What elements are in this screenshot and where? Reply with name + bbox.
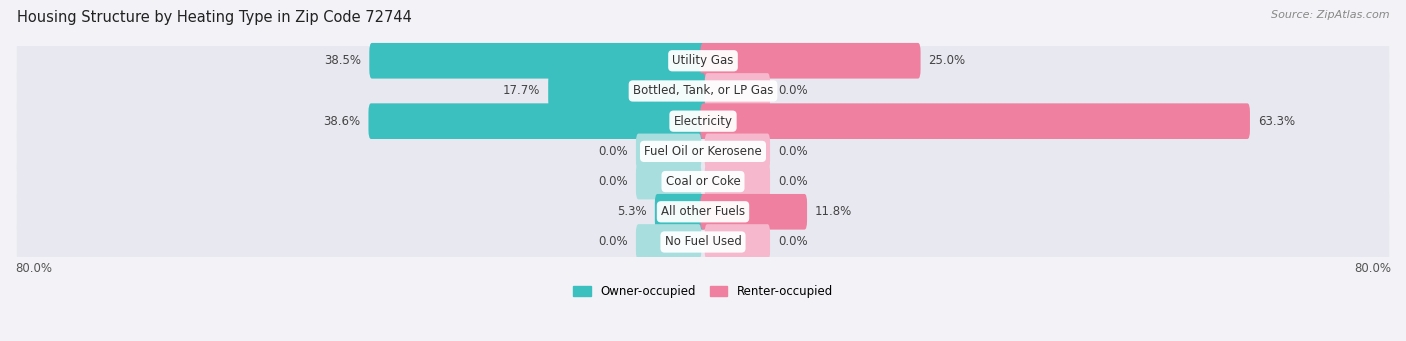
Text: 5.3%: 5.3%	[617, 205, 647, 218]
FancyBboxPatch shape	[636, 164, 702, 199]
FancyBboxPatch shape	[704, 224, 770, 260]
FancyBboxPatch shape	[17, 129, 1389, 174]
Text: 0.0%: 0.0%	[599, 236, 628, 249]
Text: 17.7%: 17.7%	[503, 85, 540, 98]
Text: Source: ZipAtlas.com: Source: ZipAtlas.com	[1271, 10, 1389, 20]
FancyBboxPatch shape	[700, 103, 1250, 139]
Text: Coal or Coke: Coal or Coke	[665, 175, 741, 188]
FancyBboxPatch shape	[704, 134, 770, 169]
FancyBboxPatch shape	[368, 103, 706, 139]
Text: 80.0%: 80.0%	[1354, 262, 1391, 275]
Text: All other Fuels: All other Fuels	[661, 205, 745, 218]
Text: 25.0%: 25.0%	[928, 54, 966, 67]
Text: Fuel Oil or Kerosene: Fuel Oil or Kerosene	[644, 145, 762, 158]
Text: 63.3%: 63.3%	[1258, 115, 1295, 128]
Text: Housing Structure by Heating Type in Zip Code 72744: Housing Structure by Heating Type in Zip…	[17, 10, 412, 25]
FancyBboxPatch shape	[655, 194, 706, 229]
FancyBboxPatch shape	[17, 189, 1389, 235]
Text: 11.8%: 11.8%	[815, 205, 852, 218]
FancyBboxPatch shape	[704, 164, 770, 199]
FancyBboxPatch shape	[17, 159, 1389, 205]
FancyBboxPatch shape	[636, 134, 702, 169]
FancyBboxPatch shape	[17, 38, 1389, 84]
Text: Electricity: Electricity	[673, 115, 733, 128]
Text: 80.0%: 80.0%	[15, 262, 52, 275]
FancyBboxPatch shape	[636, 224, 702, 260]
FancyBboxPatch shape	[700, 43, 921, 78]
FancyBboxPatch shape	[370, 43, 706, 78]
Text: 0.0%: 0.0%	[599, 145, 628, 158]
Text: 0.0%: 0.0%	[599, 175, 628, 188]
Text: 0.0%: 0.0%	[778, 85, 807, 98]
Text: 38.6%: 38.6%	[323, 115, 361, 128]
FancyBboxPatch shape	[17, 98, 1389, 144]
Text: 0.0%: 0.0%	[778, 145, 807, 158]
Text: No Fuel Used: No Fuel Used	[665, 236, 741, 249]
FancyBboxPatch shape	[548, 73, 706, 109]
Text: 0.0%: 0.0%	[778, 175, 807, 188]
Text: Bottled, Tank, or LP Gas: Bottled, Tank, or LP Gas	[633, 85, 773, 98]
Text: 38.5%: 38.5%	[325, 54, 361, 67]
Legend: Owner-occupied, Renter-occupied: Owner-occupied, Renter-occupied	[572, 285, 834, 298]
FancyBboxPatch shape	[17, 68, 1389, 114]
FancyBboxPatch shape	[704, 73, 770, 109]
Text: Utility Gas: Utility Gas	[672, 54, 734, 67]
Text: 0.0%: 0.0%	[778, 236, 807, 249]
FancyBboxPatch shape	[700, 194, 807, 229]
FancyBboxPatch shape	[17, 219, 1389, 265]
